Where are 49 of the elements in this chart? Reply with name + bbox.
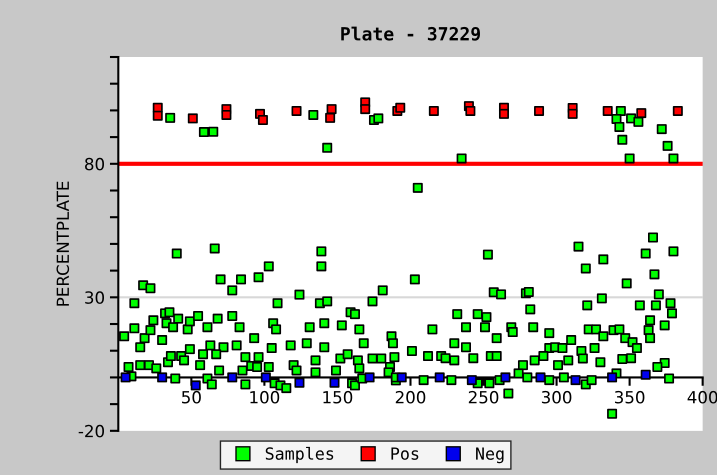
point [325,112,336,123]
point [434,372,445,382]
x-tick-label: 350 [614,390,644,404]
point [465,106,476,116]
y-tick-label: 80 [85,158,104,170]
point [428,106,439,116]
chart-title: Plate - 37229 [341,26,480,41]
point [536,372,546,382]
legend-label: Neg [476,447,504,464]
point [360,104,370,114]
point [640,370,651,380]
point [190,380,201,390]
point [396,372,407,382]
point [568,108,578,119]
point [120,372,131,382]
point [395,102,406,113]
point [534,106,544,116]
point [570,375,581,386]
x-tick-label: 250 [468,390,498,404]
point [188,113,198,124]
x-tick-label: 100 [250,390,280,404]
x-tick-label: 200 [396,390,426,404]
x-tick-label: 150 [323,390,352,404]
x-tick-label: 50 [182,390,201,404]
point [607,372,618,382]
point [672,106,683,116]
point [636,108,646,118]
point [294,378,304,388]
legend-label: Samples [266,446,334,464]
point [227,372,238,382]
y-tick-label: 30 [85,291,104,304]
point [498,108,509,119]
point [152,110,163,121]
point [364,372,375,382]
y-tick-label: -20 [78,424,104,438]
point [260,372,271,382]
point [292,106,302,116]
point [221,110,232,120]
legend-label: Pos [391,447,418,460]
y-axis-title: PERCENTPLATE [56,182,70,306]
point [157,372,168,382]
point [466,375,477,386]
point [500,372,510,382]
point [258,115,268,126]
x-tick-label: 400 [688,390,717,404]
point [602,106,613,116]
x-tick-label: 300 [542,390,572,404]
point [326,104,337,114]
point [330,378,340,388]
